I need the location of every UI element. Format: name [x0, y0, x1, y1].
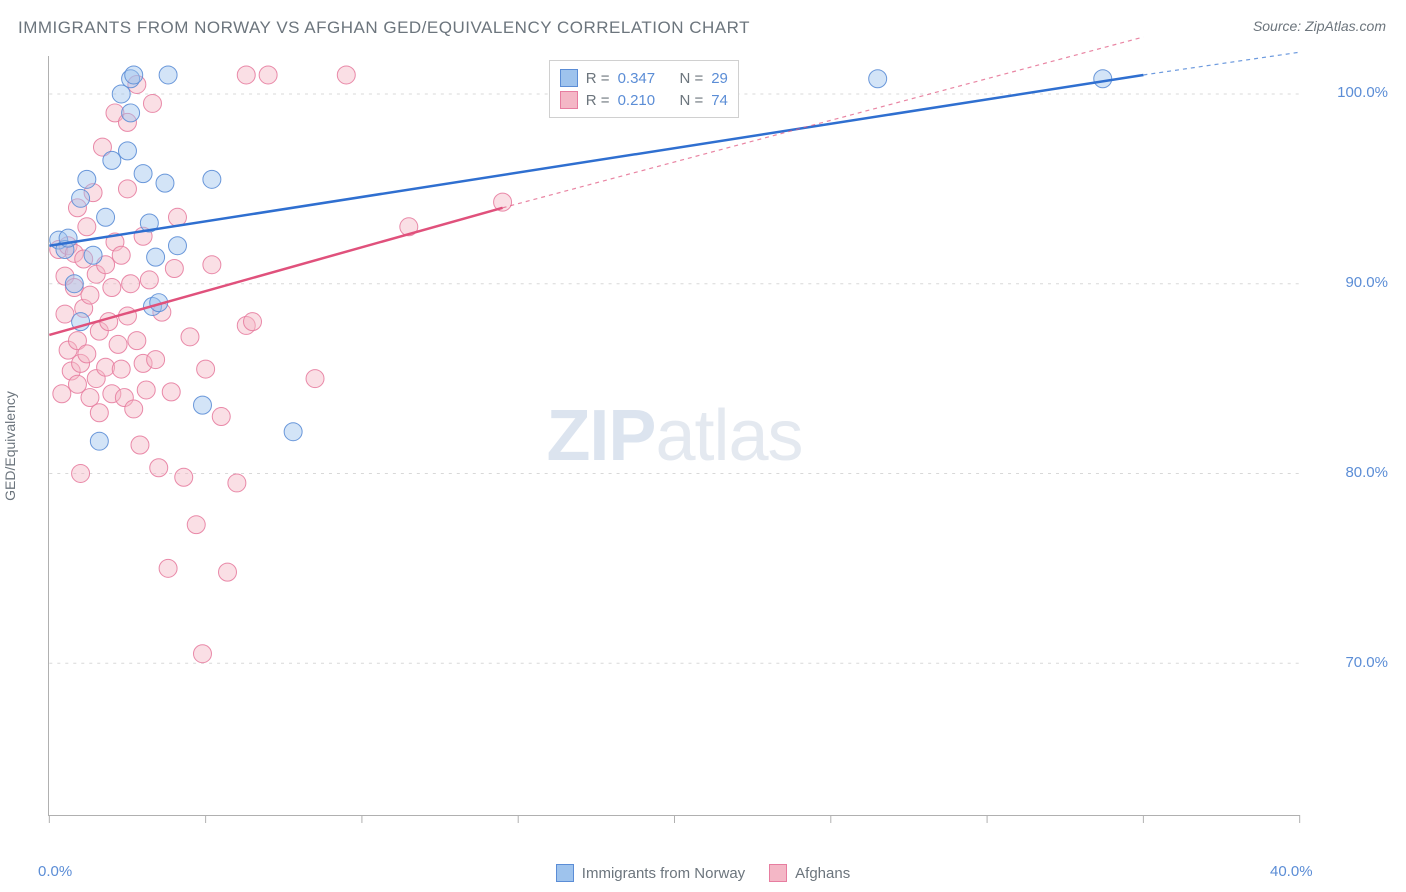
y-tick-label: 70.0% [1345, 654, 1388, 671]
n-label: N = [679, 70, 703, 87]
swatch-icon [560, 91, 578, 109]
y-axis-label: GED/Equivalency [2, 391, 18, 501]
legend-label-afghans: Afghans [795, 865, 850, 882]
y-tick-label: 80.0% [1345, 464, 1388, 481]
r-value: 0.210 [618, 92, 656, 109]
correlation-chart: IMMIGRANTS FROM NORWAY VS AFGHAN GED/EQU… [0, 0, 1406, 892]
chart-source: Source: ZipAtlas.com [1253, 18, 1386, 34]
r-value: 0.347 [618, 70, 656, 87]
x-tick-label: 0.0% [38, 863, 72, 880]
r-label: R = [586, 70, 610, 87]
stats-row: R = 0.210 N = 74 [560, 89, 728, 111]
stats-legend: R = 0.347 N = 29 R = 0.210 N = 74 [549, 60, 739, 118]
legend-label-norway: Immigrants from Norway [582, 865, 745, 882]
swatch-icon [560, 69, 578, 87]
n-value: 74 [711, 92, 728, 109]
chart-title: IMMIGRANTS FROM NORWAY VS AFGHAN GED/EQU… [18, 18, 750, 38]
r-label: R = [586, 92, 610, 109]
y-tick-label: 90.0% [1345, 274, 1388, 291]
stats-row: R = 0.347 N = 29 [560, 67, 728, 89]
swatch-norway-icon [556, 864, 574, 882]
y-tick-label: 100.0% [1337, 84, 1388, 101]
legend-item-norway: Immigrants from Norway [556, 864, 745, 882]
n-label: N = [679, 92, 703, 109]
n-value: 29 [711, 70, 728, 87]
legend-item-afghans: Afghans [769, 864, 850, 882]
plot-svg [49, 56, 1300, 815]
plot-area: ZIPatlas [48, 56, 1300, 816]
legend-bottom: Immigrants from Norway Afghans [0, 864, 1406, 882]
swatch-afghans-icon [769, 864, 787, 882]
x-tick-label: 40.0% [1270, 863, 1313, 880]
